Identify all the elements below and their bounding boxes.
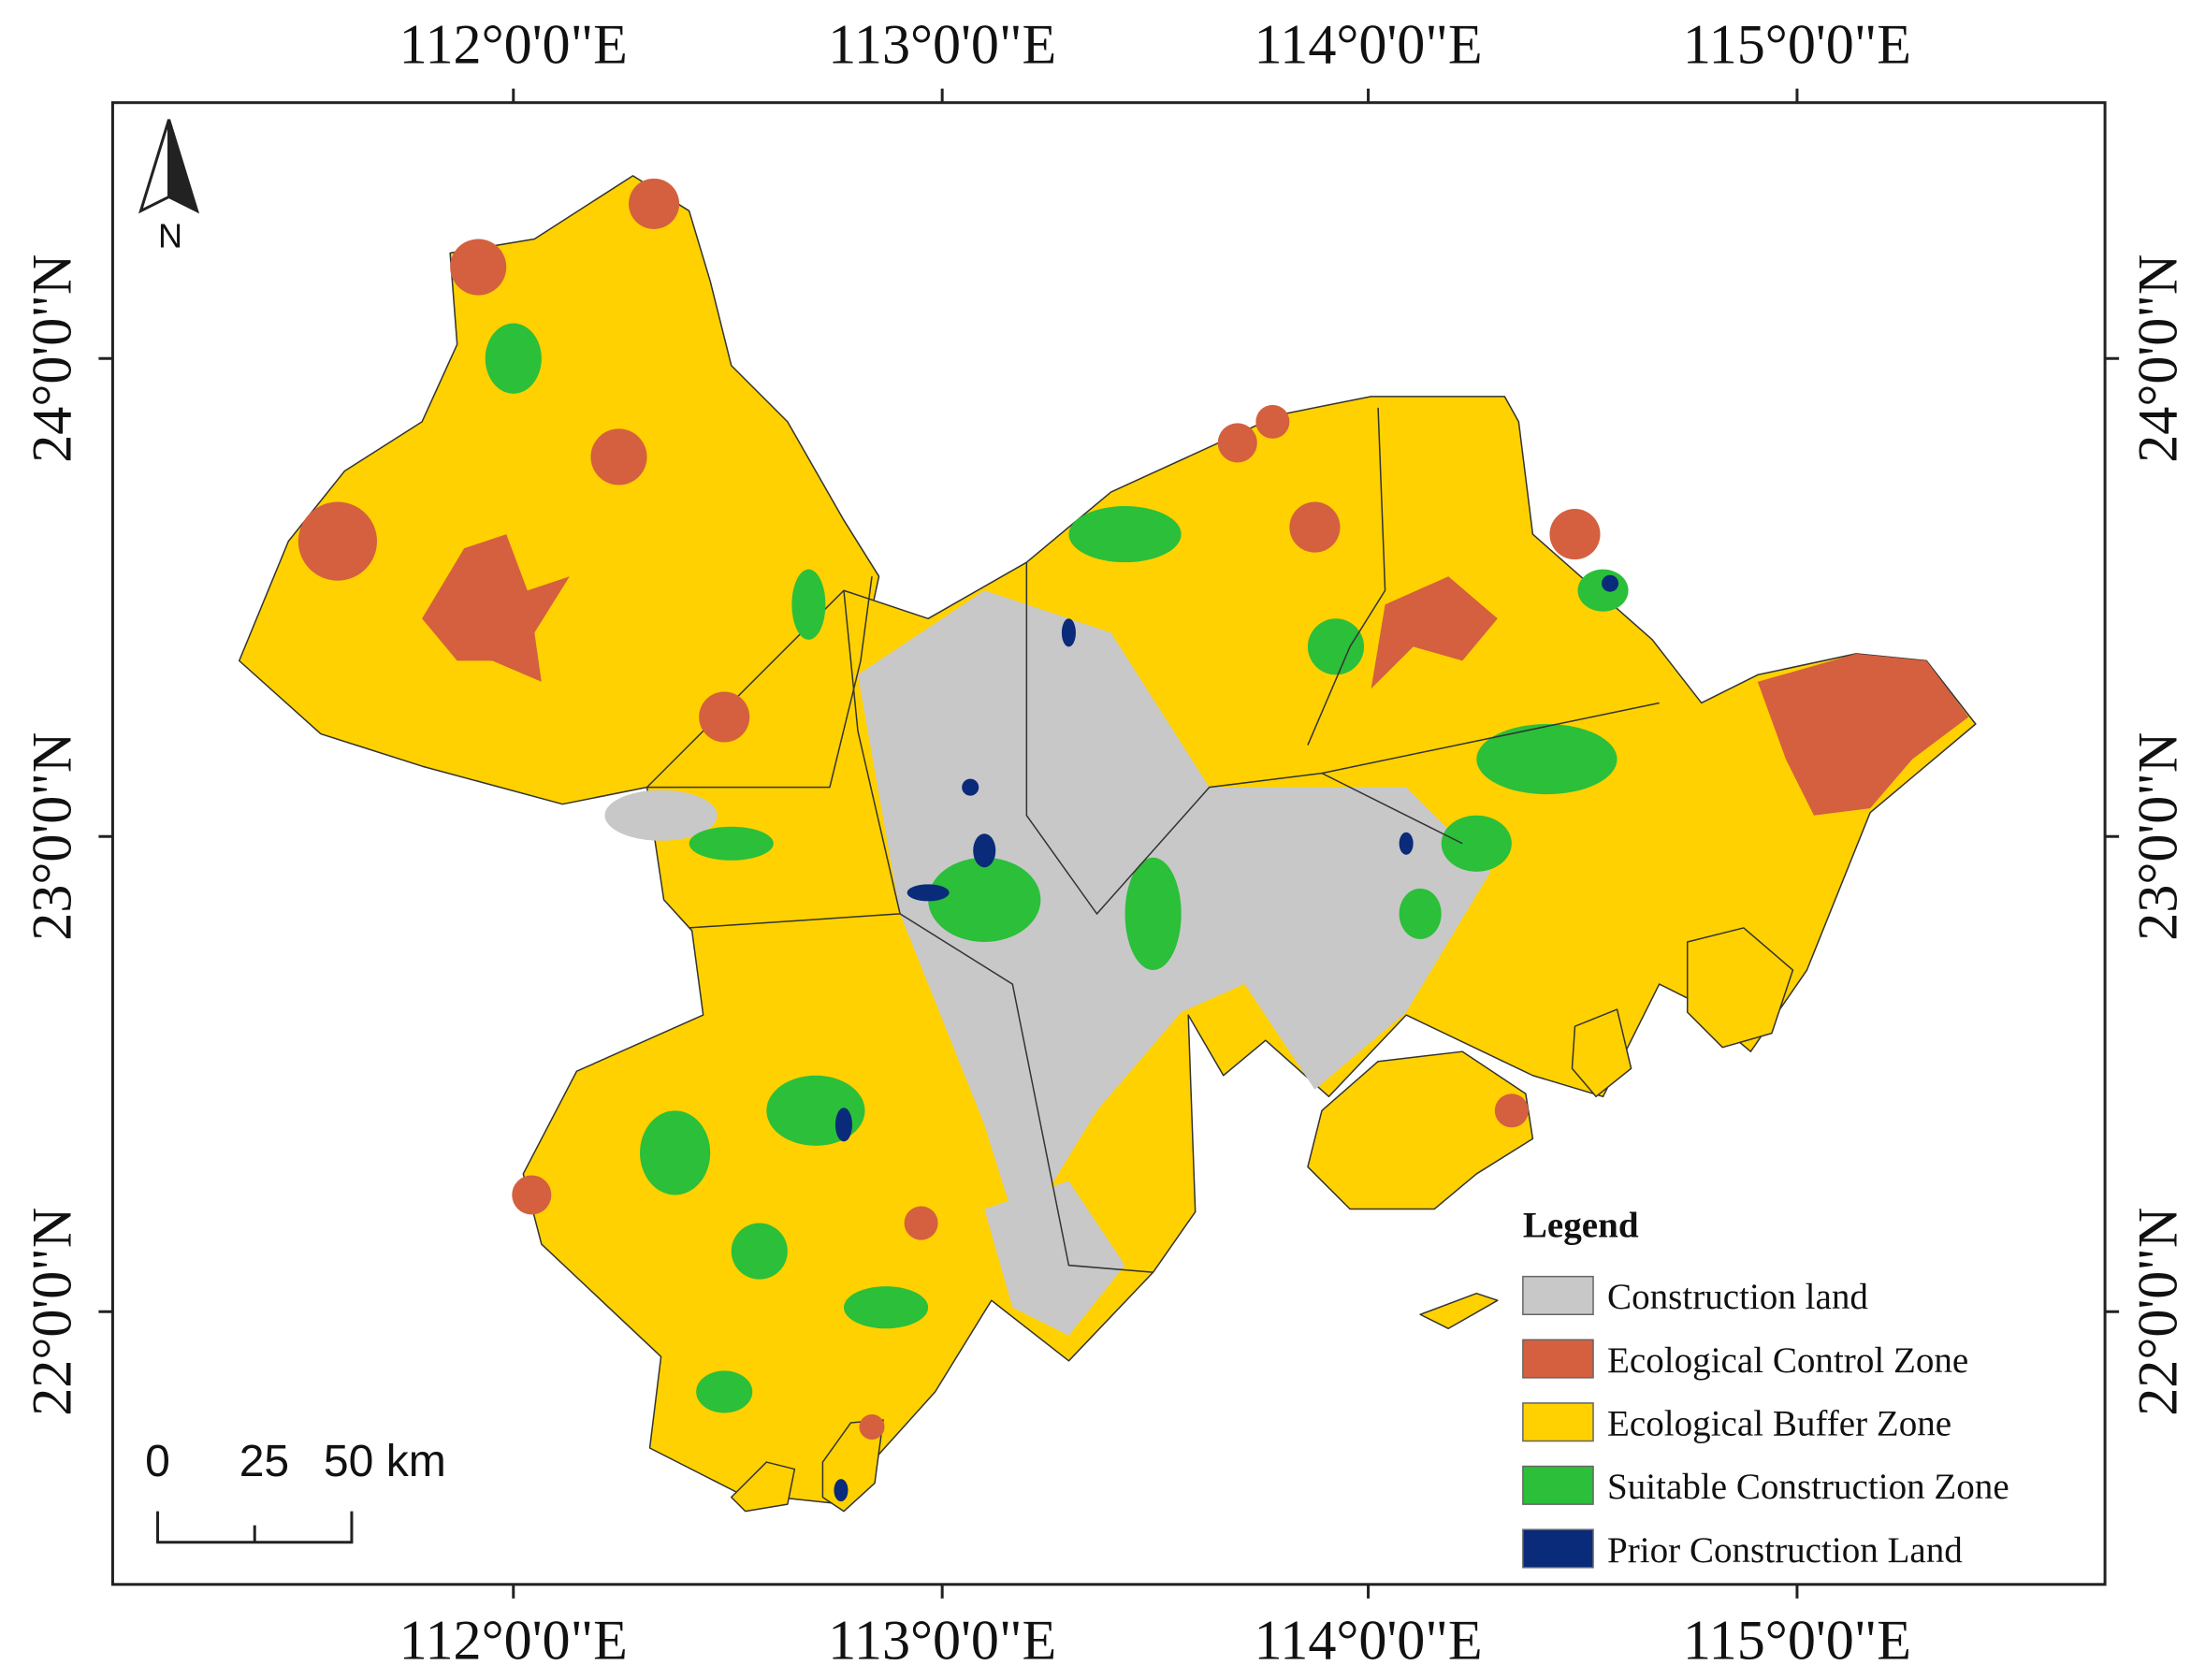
north-label: N xyxy=(158,217,182,255)
control-area xyxy=(1217,423,1257,463)
right-lat-label: 22°0'0"N xyxy=(2127,1208,2190,1416)
admin-boundary xyxy=(843,590,1153,1273)
suitable-area xyxy=(485,323,542,394)
control-area xyxy=(450,239,507,296)
suitable-area xyxy=(1577,569,1629,612)
control-area xyxy=(904,1206,938,1240)
suitable-area xyxy=(928,857,1041,942)
top-lon-label: 112°0'0"E xyxy=(399,14,628,77)
prior-area xyxy=(834,1479,849,1502)
admin-boundary xyxy=(646,576,873,789)
prior-area xyxy=(1602,574,1619,592)
control-area xyxy=(422,534,570,682)
admin-boundary xyxy=(1321,702,1660,775)
suitable-area xyxy=(791,569,826,640)
left-lat-label: 24°0'0"N xyxy=(21,254,83,463)
prior-area xyxy=(834,1108,852,1142)
prior-area xyxy=(973,833,996,868)
suitable-area xyxy=(696,1370,753,1413)
island xyxy=(1307,1050,1534,1210)
control-area xyxy=(1549,509,1601,560)
suitable-area xyxy=(1441,815,1512,872)
legend-label: Construction land xyxy=(1607,1277,1868,1317)
prior-area xyxy=(907,884,950,902)
scale-label: 0 xyxy=(145,1436,170,1486)
island xyxy=(1571,1008,1632,1098)
suitable-area xyxy=(1399,888,1442,939)
legend-label: Ecological Control Zone xyxy=(1607,1340,1968,1381)
control-area xyxy=(1371,576,1498,689)
control-area xyxy=(1494,1093,1529,1128)
legend-swatch xyxy=(1522,1465,1594,1505)
suitable-area xyxy=(843,1286,929,1329)
admin-boundary xyxy=(1307,407,1386,746)
right-lat-label: 23°0'0"N xyxy=(2127,732,2190,941)
scale-bar: 0 25 50 km xyxy=(145,1436,446,1544)
bottom-lon-label: 115°0'0"E xyxy=(1683,1609,1911,1672)
suitable-area xyxy=(640,1110,711,1195)
suitable-area xyxy=(731,1223,788,1280)
suitable-area xyxy=(1068,506,1182,563)
control-area xyxy=(297,501,377,581)
control-area xyxy=(1255,404,1290,439)
admin-boundary xyxy=(689,913,901,929)
map-frame xyxy=(110,101,2107,1586)
right-lat-label: 24°0'0"N xyxy=(2127,254,2190,463)
top-lon-label: 115°0'0"E xyxy=(1683,14,1911,77)
legend-swatch xyxy=(1522,1275,1594,1315)
bottom-lon-label: 112°0'0"E xyxy=(399,1609,628,1672)
top-lon-label: 114°0'0"E xyxy=(1254,14,1482,77)
control-area xyxy=(629,178,680,229)
construction-area xyxy=(604,789,718,841)
legend-swatch xyxy=(1522,1339,1594,1379)
left-lat-label: 22°0'0"N xyxy=(21,1208,83,1416)
control-area xyxy=(512,1175,552,1215)
suitable-area xyxy=(1476,724,1617,795)
prior-area xyxy=(1061,618,1076,647)
scale-label: 25 xyxy=(239,1436,289,1486)
island xyxy=(1419,1292,1499,1330)
ecological-control-areas xyxy=(297,178,1969,1440)
graticule: 112°0'0"E 113°0'0"E 114°0'0"E 115°0'0"E 112°… xyxy=(21,14,2189,1673)
region-west xyxy=(238,175,880,805)
suitable-area xyxy=(1307,618,1365,675)
control-area xyxy=(1757,653,1969,816)
control-area xyxy=(699,691,750,743)
legend-swatch xyxy=(1522,1528,1594,1569)
prior-construction-areas xyxy=(834,574,1619,1502)
control-area xyxy=(590,428,647,485)
suitable-area xyxy=(689,826,774,861)
boundaries xyxy=(646,407,1660,1273)
scale-label: 50 km xyxy=(324,1436,446,1486)
legend-label: Prior Construction Land xyxy=(1607,1530,1963,1571)
control-area xyxy=(859,1413,885,1440)
legend-label: Ecological Buffer Zone xyxy=(1607,1403,1951,1443)
scale-bar-line xyxy=(156,1511,354,1544)
legend-swatch xyxy=(1522,1402,1594,1442)
legend-label: Suitable Construction Zone xyxy=(1607,1467,2009,1507)
construction-area xyxy=(984,1180,1125,1336)
left-lat-label: 23°0'0"N xyxy=(21,732,83,941)
top-lon-label: 113°0'0"E xyxy=(828,14,1056,77)
prior-area xyxy=(1399,832,1414,855)
suitable-area xyxy=(1124,857,1182,971)
legend: Legend Construction land Ecological Contr… xyxy=(1522,1206,2009,1571)
north-arrow: N xyxy=(138,119,200,255)
island xyxy=(730,1461,796,1513)
prior-area xyxy=(962,778,979,796)
north-arrow-right xyxy=(167,119,200,214)
bottom-lon-label: 113°0'0"E xyxy=(828,1609,1056,1672)
control-area xyxy=(1289,501,1341,553)
legend-title: Legend xyxy=(1523,1206,1639,1246)
island xyxy=(1686,927,1794,1049)
admin-boundary xyxy=(1025,562,1463,916)
bottom-lon-label: 114°0'0"E xyxy=(1254,1609,1482,1672)
